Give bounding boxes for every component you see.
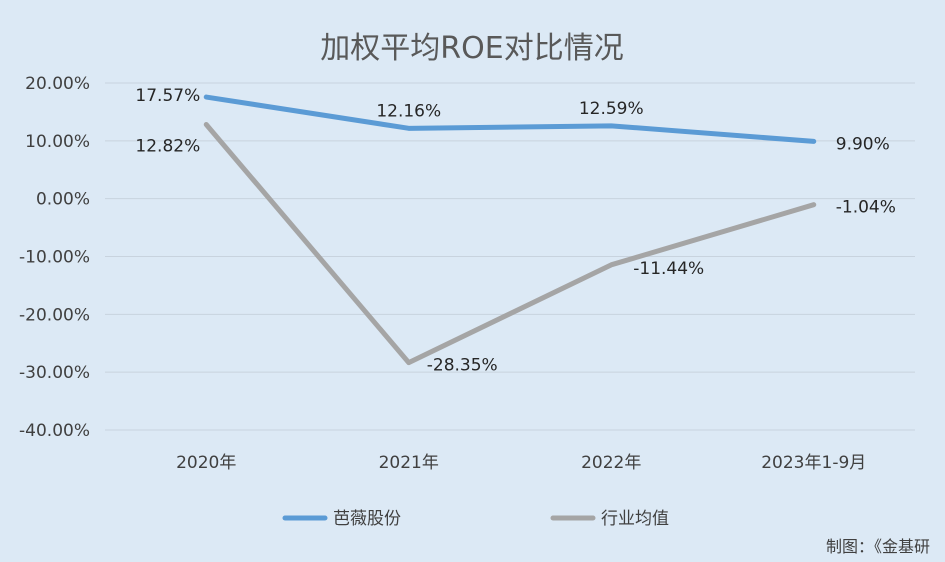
- data-label: 9.90%: [836, 134, 890, 154]
- data-label: -11.44%: [633, 259, 704, 279]
- data-label: -1.04%: [836, 198, 896, 218]
- data-label: 12.59%: [579, 99, 644, 119]
- series-line-industry: [203, 122, 817, 366]
- x-tick-label: 2022年: [581, 453, 641, 473]
- data-label: 12.16%: [376, 101, 441, 121]
- x-axis-ticks: 2020年 2021年 2022年 2023年1-9月: [176, 453, 866, 473]
- source-note: 制图：《金基研: [826, 537, 930, 556]
- legend: 芭薇股份 行业均值: [282, 509, 669, 529]
- legend-label: 芭薇股份: [333, 509, 401, 529]
- y-tick-label: -30.00%: [19, 363, 90, 383]
- data-label: 12.82%: [135, 137, 200, 157]
- x-tick-label: 2023年1-9月: [761, 453, 866, 473]
- series-lines: [203, 94, 817, 366]
- x-tick-label: 2021年: [379, 453, 439, 473]
- y-tick-label: 0.00%: [36, 190, 90, 210]
- chart-title: 加权平均ROE对比情况: [320, 31, 623, 66]
- y-tick-label: -40.00%: [19, 421, 90, 441]
- y-tick-label: -20.00%: [19, 305, 90, 325]
- y-tick-label: 10.00%: [25, 132, 90, 152]
- data-label: 17.57%: [135, 86, 200, 106]
- x-tick-label: 2020年: [176, 453, 236, 473]
- legend-label: 行业均值: [601, 509, 669, 529]
- data-label: -28.35%: [427, 356, 498, 376]
- y-axis-ticks: 20.00% 10.00% 0.00% -10.00% -20.00% -30.00% -4…: [19, 74, 90, 441]
- y-tick-label: 20.00%: [25, 74, 90, 94]
- series-line-babei: [203, 94, 817, 144]
- y-tick-label: -10.00%: [19, 248, 90, 268]
- data-labels: 17.57% 12.16% 12.59% 9.90% 12.82% -28.35% -11.…: [135, 86, 895, 376]
